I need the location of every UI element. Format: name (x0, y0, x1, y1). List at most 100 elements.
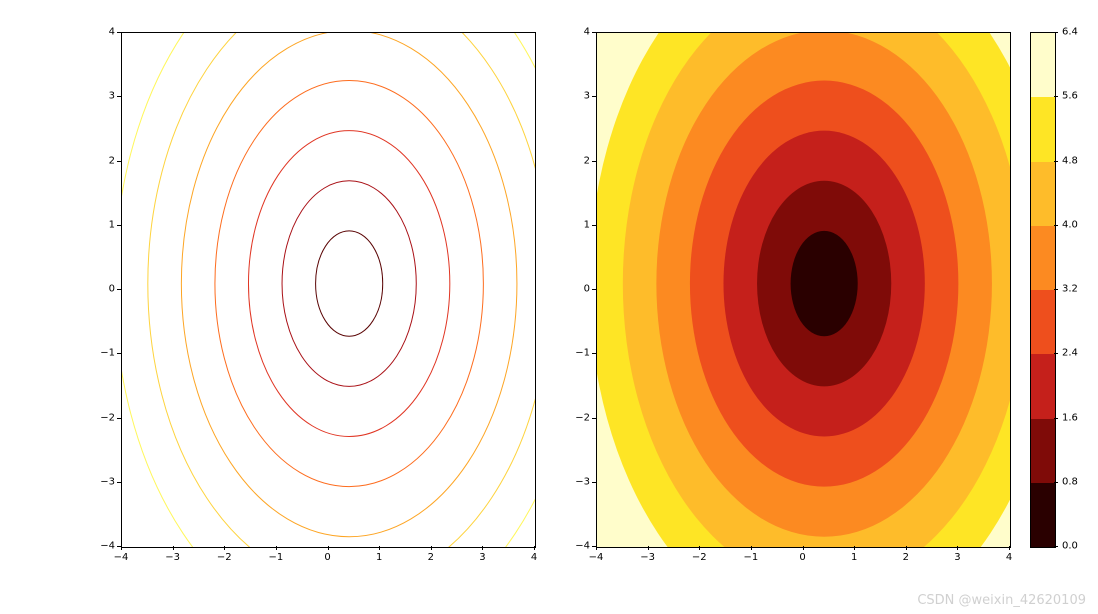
colorbar-tick (1054, 96, 1058, 97)
y-tick-label: 1 (572, 219, 590, 230)
y-tick (117, 96, 121, 97)
colorbar-segment (1031, 162, 1055, 226)
colorbar-tick-label: 5.6 (1062, 91, 1078, 102)
colorbar-segment (1031, 419, 1055, 483)
y-tick-label: 4 (572, 27, 590, 38)
contour-plot-left (121, 32, 536, 548)
y-tick (592, 353, 596, 354)
contour-lines (122, 33, 535, 547)
contour-level (316, 231, 383, 336)
colorbar-segment (1031, 33, 1055, 97)
y-tick (592, 482, 596, 483)
colorbar-tick (1054, 353, 1058, 354)
x-tick-label: 4 (1006, 552, 1012, 563)
contour-level (282, 181, 416, 387)
colorbar-tick-label: 1.6 (1062, 412, 1078, 423)
x-tick-label: 0 (324, 552, 330, 563)
y-tick (592, 546, 596, 547)
x-tick-label: 3 (479, 552, 485, 563)
colorbar-tick (1054, 161, 1058, 162)
contourf-plot-right (596, 32, 1011, 548)
colorbar-tick (1054, 289, 1058, 290)
x-tick-label: −4 (589, 552, 604, 563)
y-tick-label: 1 (97, 219, 115, 230)
y-tick (592, 225, 596, 226)
x-tick-label: −2 (217, 552, 232, 563)
x-tick-label: 1 (851, 552, 857, 563)
y-tick (592, 32, 596, 33)
x-tick (328, 546, 329, 550)
colorbar-segment (1031, 226, 1055, 290)
x-tick-label: −3 (165, 552, 180, 563)
y-tick-label: −3 (97, 476, 115, 487)
y-tick (592, 289, 596, 290)
colorbar-tick-label: 0.8 (1062, 476, 1078, 487)
y-tick-label: −1 (97, 348, 115, 359)
x-tick (431, 546, 432, 550)
y-tick (592, 161, 596, 162)
colorbar-segment (1031, 483, 1055, 547)
y-tick (592, 418, 596, 419)
x-tick-label: −4 (114, 552, 129, 563)
y-tick-label: 3 (572, 91, 590, 102)
x-tick (1009, 546, 1010, 550)
y-tick (117, 353, 121, 354)
y-tick-label: 4 (97, 27, 115, 38)
x-tick (534, 546, 535, 550)
y-tick-label: 0 (572, 284, 590, 295)
x-tick (482, 546, 483, 550)
colorbar-tick-label: 0.0 (1062, 541, 1078, 552)
contour-level (148, 33, 535, 547)
x-tick (173, 546, 174, 550)
x-tick-label: −2 (692, 552, 707, 563)
x-tick (276, 546, 277, 550)
x-tick-label: 0 (799, 552, 805, 563)
x-tick (957, 546, 958, 550)
y-tick-label: 3 (97, 91, 115, 102)
x-tick (906, 546, 907, 550)
y-tick-label: −2 (572, 412, 590, 423)
y-tick-label: 2 (97, 155, 115, 166)
y-tick (117, 546, 121, 547)
y-tick (117, 289, 121, 290)
y-tick-label: −1 (572, 348, 590, 359)
x-tick (596, 546, 597, 550)
y-tick (117, 32, 121, 33)
x-tick-label: −1 (269, 552, 284, 563)
x-tick (224, 546, 225, 550)
y-tick (117, 482, 121, 483)
x-tick-label: 2 (428, 552, 434, 563)
contour-level (215, 81, 483, 487)
colorbar-tick (1054, 418, 1058, 419)
colorbar-tick (1054, 546, 1058, 547)
y-tick-label: 0 (97, 284, 115, 295)
colorbar-tick (1054, 225, 1058, 226)
x-tick-label: −1 (744, 552, 759, 563)
contour-fill (597, 33, 1010, 547)
colorbar-tick-label: 4.8 (1062, 155, 1078, 166)
x-tick-label: 3 (954, 552, 960, 563)
x-tick-label: 4 (531, 552, 537, 563)
y-tick-label: −4 (97, 541, 115, 552)
colorbar-tick-label: 2.4 (1062, 348, 1078, 359)
colorbar-segment (1031, 290, 1055, 354)
colorbar-tick-label: 6.4 (1062, 27, 1078, 38)
colorbar-tick (1054, 32, 1058, 33)
x-tick (699, 546, 700, 550)
colorbar-segment (1031, 97, 1055, 161)
colorbar-tick (1054, 482, 1058, 483)
colorbar-tick-label: 3.2 (1062, 284, 1078, 295)
y-tick-label: −2 (97, 412, 115, 423)
x-tick (803, 546, 804, 550)
x-tick (121, 546, 122, 550)
x-tick (648, 546, 649, 550)
watermark-text: CSDN @weixin_42620109 (917, 593, 1086, 608)
contour-level (181, 33, 517, 537)
y-tick-label: −4 (572, 541, 590, 552)
y-tick (592, 96, 596, 97)
contour-band (791, 231, 858, 336)
x-tick-label: −3 (640, 552, 655, 563)
colorbar-segment (1031, 354, 1055, 418)
colorbar (1030, 32, 1056, 548)
y-tick (117, 161, 121, 162)
